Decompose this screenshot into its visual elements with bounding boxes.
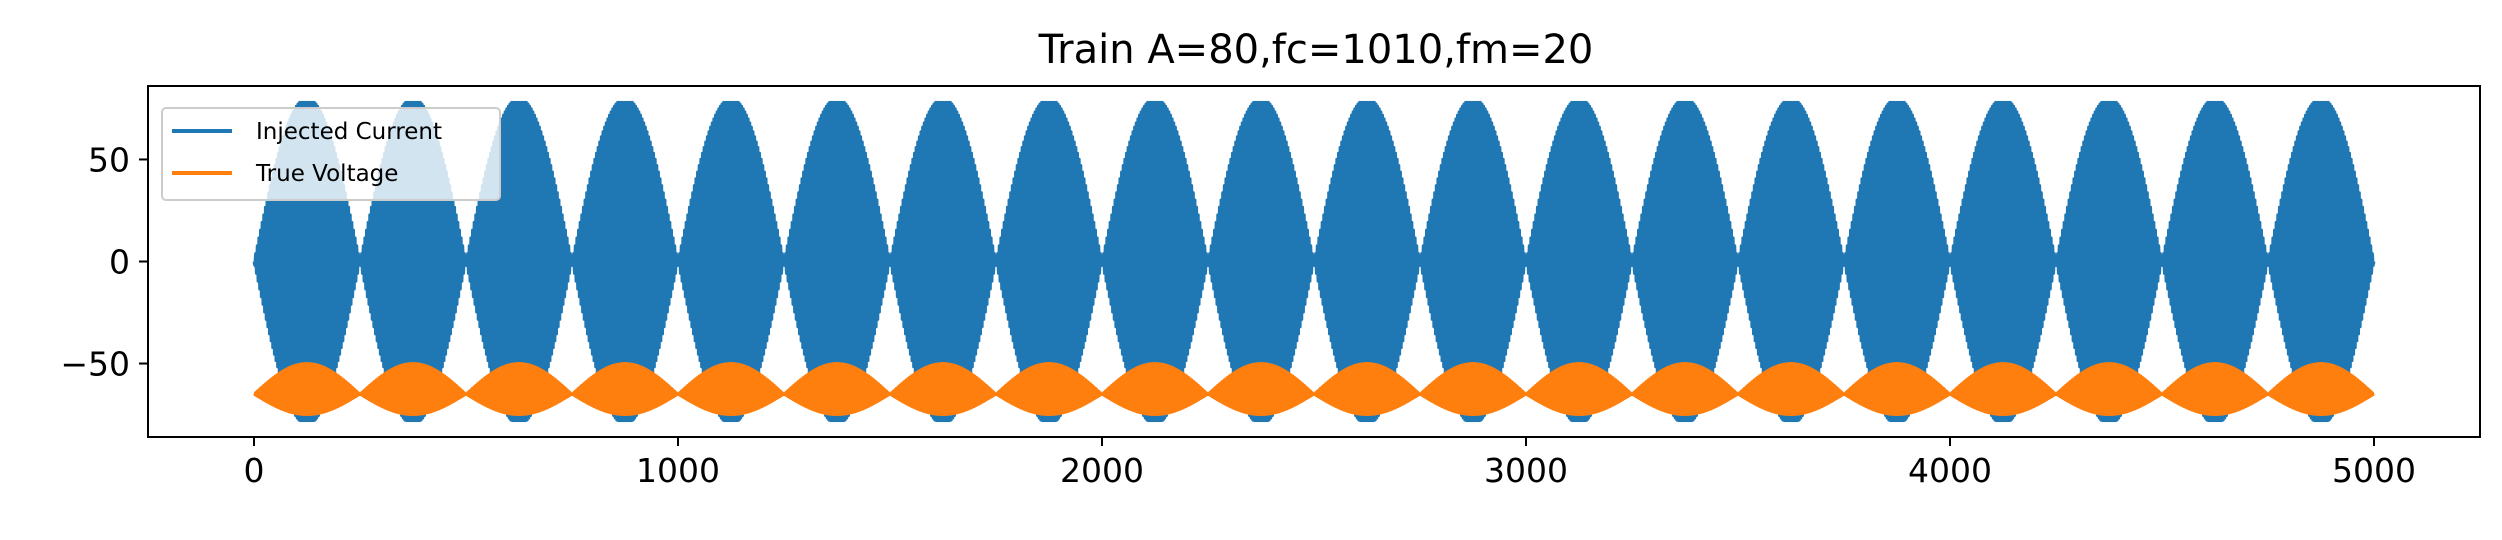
x-tick-label: 1000: [636, 451, 720, 490]
legend: Injected Current True Voltage: [161, 107, 501, 201]
y-tick-label: −50: [60, 345, 130, 384]
legend-label-true-voltage: True Voltage: [255, 161, 398, 187]
x-tick-label: 2000: [1060, 451, 1144, 490]
y-tick-label: 50: [88, 140, 130, 179]
y-tick-label: 0: [109, 243, 130, 282]
series-line-injected-current: [252, 100, 2376, 423]
x-tick-label: 5000: [2332, 451, 2416, 490]
legend-label-injected-current: Injected Current: [256, 119, 442, 145]
chart-title: Train A=80,fc=1010,fm=20: [1038, 27, 1594, 73]
series-line-true-voltage: [253, 362, 2375, 417]
legend-frame: [161, 107, 501, 201]
x-tick-label: 4000: [1908, 451, 1992, 490]
x-tick-label: 0: [244, 451, 265, 490]
x-tick-label: 3000: [1484, 451, 1568, 490]
